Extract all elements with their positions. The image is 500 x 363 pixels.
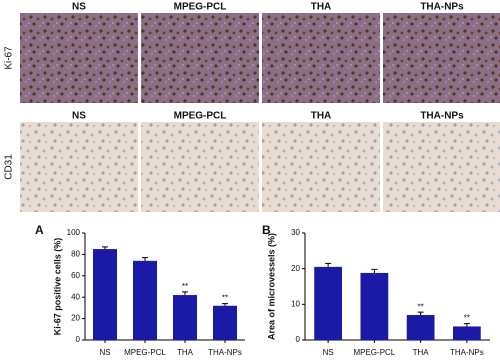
x-tick-label: THA — [177, 348, 194, 357]
x-tick-label: THA — [413, 348, 430, 357]
error-bar — [371, 268, 378, 273]
significance-mark: ** — [182, 282, 188, 291]
row-label: Ki-67 — [4, 46, 15, 70]
y-tick-label: 60 — [71, 271, 80, 280]
significance-mark: ** — [464, 314, 470, 323]
x-tick-label: MPEG-PCL — [353, 348, 395, 357]
micrograph — [141, 13, 259, 103]
micrograph — [262, 122, 380, 212]
error-bar — [417, 311, 424, 316]
x-tick-label: MPEG-PCL — [124, 348, 166, 357]
panel-letter: B — [262, 223, 271, 237]
micrograph — [383, 13, 500, 103]
panel-label: THA-NPs — [420, 2, 464, 13]
micrograph — [262, 13, 380, 103]
bar — [453, 326, 481, 340]
error-bar — [222, 303, 228, 306]
micrograph — [20, 13, 138, 103]
x-tick-label: NS — [99, 348, 110, 357]
micrograph — [383, 122, 500, 212]
y-tick-label: 40 — [71, 292, 80, 301]
significance-mark: ** — [418, 302, 424, 311]
panel-label: MPEG-PCL — [174, 111, 227, 122]
x-tick-label: THA-NPs — [208, 348, 242, 357]
micrograph — [141, 122, 259, 212]
error-bar — [142, 257, 148, 261]
panel-label: THA — [311, 2, 332, 13]
bar — [406, 315, 435, 340]
y-tick-label: 100 — [67, 228, 81, 237]
y-tick-label: 10 — [291, 299, 300, 308]
y-tick-label: 0 — [76, 335, 81, 344]
error-bar — [182, 291, 188, 296]
panel-label: THA-NPs — [420, 111, 464, 122]
error-bar — [463, 323, 470, 327]
y-tick-label: 80 — [71, 250, 80, 259]
bar — [314, 266, 342, 340]
panel-letter: A — [35, 223, 44, 237]
y-axis-label: Ki-67 positive cells (%) — [52, 238, 62, 336]
y-axis-label: Area of microvessels (%) — [266, 233, 276, 340]
error-bar — [102, 246, 108, 250]
panel-label: MPEG-PCL — [174, 2, 227, 13]
y-tick-label: 20 — [291, 264, 300, 273]
y-tick-label: 0 — [296, 335, 301, 344]
bar — [93, 249, 117, 340]
panel-label: NS — [72, 2, 86, 13]
y-tick-label: 30 — [291, 228, 300, 237]
micrograph-grid: Ki-67 NS MPEG-PCL THA THA-NPs CD31 NS MPEG-PCL T… — [4, 2, 500, 212]
error-bar — [325, 262, 332, 267]
bar — [360, 272, 389, 340]
bar — [133, 260, 157, 340]
bar — [173, 295, 197, 340]
x-tick-label: NS — [323, 348, 334, 357]
panel-label: THA — [311, 111, 332, 122]
panel-label: NS — [72, 111, 86, 122]
significance-mark: ** — [222, 294, 228, 303]
x-tick-label: THA-NPs — [450, 348, 484, 357]
micrograph — [20, 122, 138, 212]
bar — [213, 305, 237, 340]
y-tick-label: 20 — [71, 314, 80, 323]
row-label: CD31 — [4, 154, 15, 180]
